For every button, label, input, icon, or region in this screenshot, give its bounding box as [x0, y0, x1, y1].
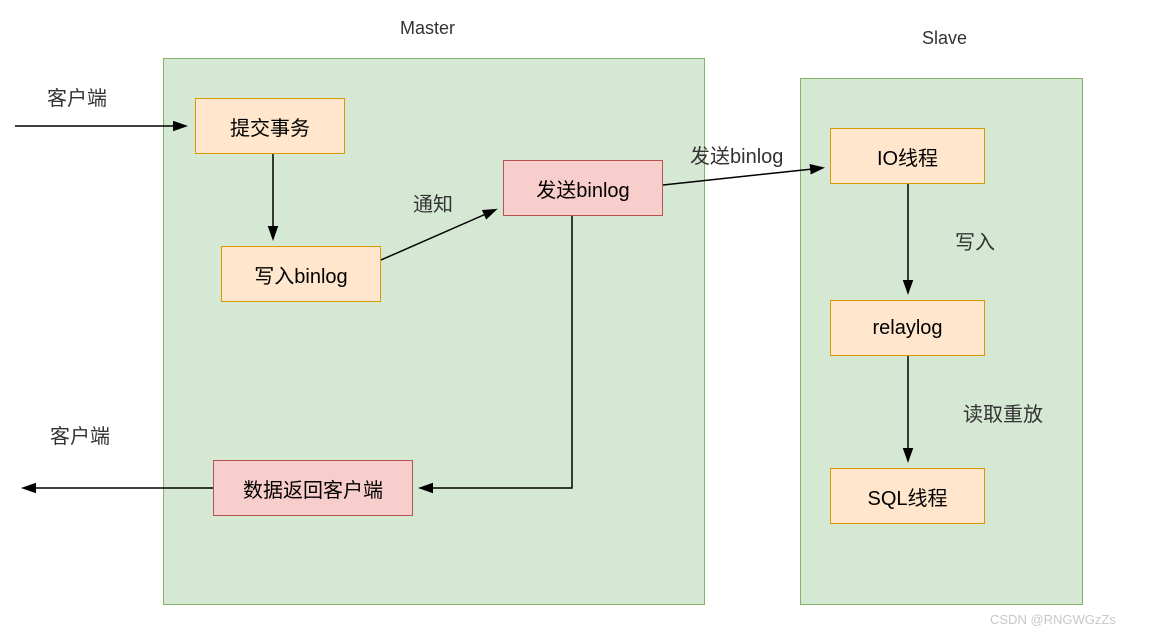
node-relaylog: relaylog [830, 300, 985, 356]
node-label-send_binlog: 发送binlog [536, 174, 629, 203]
node-commit: 提交事务 [195, 98, 345, 154]
node-label-write_binlog: 写入binlog [254, 260, 347, 289]
edge-label-replay: 读取重放 [963, 398, 1043, 427]
edge-label-send_label: 发送binlog [690, 140, 783, 169]
edge-label-notify: 通知 [413, 188, 453, 217]
edge-label-write_label: 写入 [955, 226, 995, 255]
node-label-relaylog: relaylog [872, 317, 942, 340]
container-title-slave: Slave [922, 28, 967, 49]
node-send_binlog: 发送binlog [503, 160, 663, 216]
container-title-master: Master [400, 18, 455, 39]
node-return_client: 数据返回客户端 [213, 460, 413, 516]
node-label-sql_thread: SQL线程 [867, 482, 947, 511]
node-label-return_client: 数据返回客户端 [243, 474, 383, 503]
node-label-io_thread: IO线程 [877, 142, 938, 171]
node-io_thread: IO线程 [830, 128, 985, 184]
edge-label-watermark: CSDN @RNGWGzZs [990, 612, 1116, 627]
node-write_binlog: 写入binlog [221, 246, 381, 302]
node-sql_thread: SQL线程 [830, 468, 985, 524]
edge-label-client_out: 客户端 [50, 420, 110, 449]
node-label-commit: 提交事务 [230, 112, 310, 141]
edge-label-client_in: 客户端 [47, 82, 107, 111]
